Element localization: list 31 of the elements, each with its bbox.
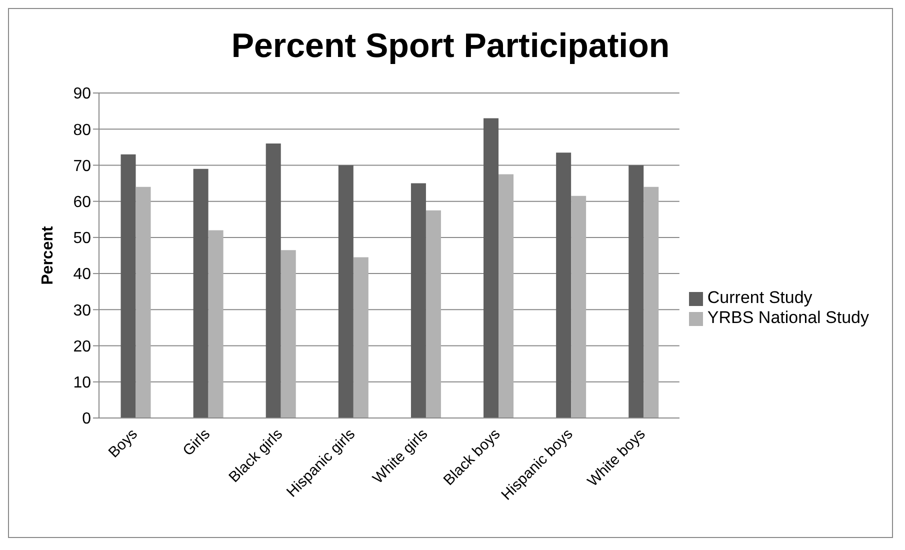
y-tick-label: 20 xyxy=(73,338,92,356)
y-tick-label: 40 xyxy=(73,266,92,284)
bar xyxy=(353,257,368,418)
bar xyxy=(208,230,224,418)
y-tick-label: 90 xyxy=(73,86,92,103)
bar xyxy=(571,196,586,418)
legend-label: YRBS National Study xyxy=(707,308,869,327)
bar xyxy=(628,165,644,418)
bar xyxy=(498,174,514,418)
y-tick-label: 70 xyxy=(73,158,92,175)
bar xyxy=(136,186,151,418)
bar xyxy=(556,152,572,418)
bar xyxy=(484,118,499,418)
x-tick-label: Girls xyxy=(180,426,214,460)
bar xyxy=(193,168,208,418)
y-axis-title: Percent xyxy=(40,225,57,285)
bar xyxy=(120,154,136,418)
bar xyxy=(644,186,659,418)
legend-label: Current Study xyxy=(707,288,812,307)
y-tick-label: 30 xyxy=(73,302,92,320)
y-tick-label: 50 xyxy=(73,230,92,248)
y-tick-label: 10 xyxy=(73,374,92,392)
y-tick-label: 80 xyxy=(73,122,92,139)
y-tick-label: 60 xyxy=(73,194,92,212)
bar xyxy=(266,144,281,418)
y-tick-label: 0 xyxy=(82,410,92,428)
bar xyxy=(280,250,296,418)
bar xyxy=(410,183,426,418)
bar xyxy=(338,165,354,418)
bar xyxy=(426,210,441,418)
chart-title: Percent Sport Participation xyxy=(230,26,671,67)
